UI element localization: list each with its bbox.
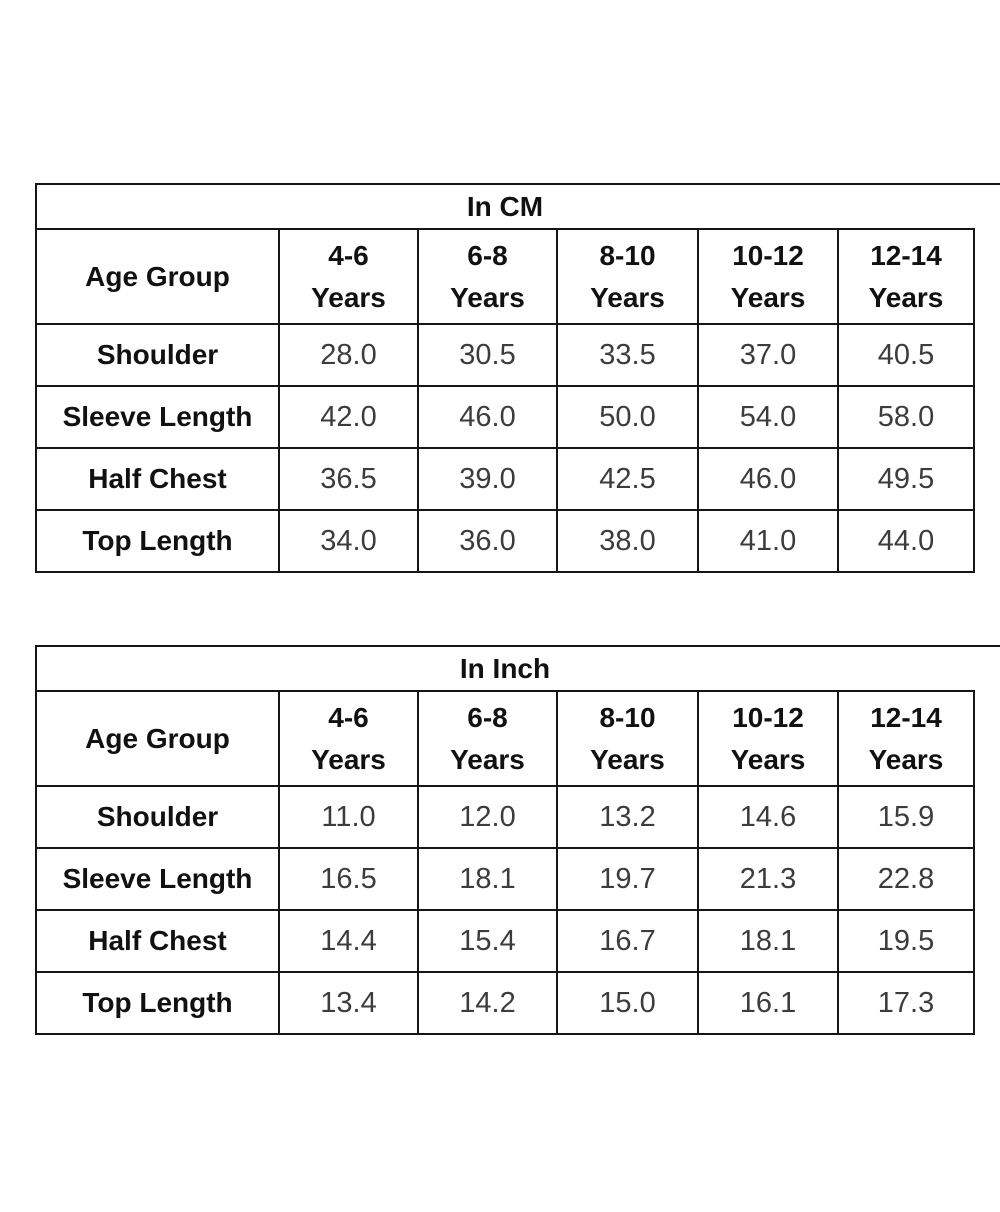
value-cell: 14.2 — [419, 973, 556, 1033]
value-cell: 13.2 — [558, 787, 697, 847]
corner-header-age-group: Age Group — [37, 230, 278, 323]
table-title-inch: In Inch — [459, 652, 551, 684]
column-header-unit: Years — [590, 743, 665, 775]
value-cell: 12.0 — [419, 787, 556, 847]
table-title-cell-cm: In CM — [37, 185, 973, 228]
table-title-cell-inch: In Inch — [37, 647, 973, 690]
table-top-border-extension — [35, 183, 1000, 185]
column-header-range: 4-6 — [328, 701, 369, 733]
value-cell: 41.0 — [699, 511, 837, 571]
column-header-4-6-years: 4-6 Years — [280, 692, 417, 785]
column-header-8-10-years: 8-10 Years — [558, 692, 697, 785]
value-cell: 36.5 — [280, 449, 417, 509]
value-cell: 22.8 — [839, 849, 973, 909]
value-cell: 13.4 — [280, 973, 417, 1033]
column-header-8-10-years: 8-10 Years — [558, 230, 697, 323]
value-cell: 21.3 — [699, 849, 837, 909]
value-cell: 36.0 — [419, 511, 556, 571]
row-label-half-chest: Half Chest — [37, 449, 278, 509]
table-title-cm: In CM — [466, 190, 544, 222]
column-header-unit: Years — [450, 281, 525, 313]
row-label-top-length: Top Length — [37, 511, 278, 571]
value-cell: 46.0 — [419, 387, 556, 447]
value-cell: 11.0 — [280, 787, 417, 847]
value-cell: 33.5 — [558, 325, 697, 385]
value-cell: 14.6 — [699, 787, 837, 847]
value-cell: 44.0 — [839, 511, 973, 571]
value-cell: 42.0 — [280, 387, 417, 447]
value-cell: 18.1 — [699, 911, 837, 971]
column-header-unit: Years — [868, 281, 944, 313]
size-table-inch: In Inch Age Group 4-6 Years 6-8 Years 8-… — [35, 645, 1000, 1035]
row-label-shoulder: Shoulder — [37, 325, 278, 385]
value-cell: 19.7 — [558, 849, 697, 909]
value-cell: 42.5 — [558, 449, 697, 509]
value-cell: 28.0 — [280, 325, 417, 385]
value-cell: 38.0 — [558, 511, 697, 571]
row-label-shoulder: Shoulder — [37, 787, 278, 847]
value-cell: 46.0 — [699, 449, 837, 509]
row-label-half-chest: Half Chest — [37, 911, 278, 971]
value-cell: 30.5 — [419, 325, 556, 385]
title-row-open-edge — [973, 185, 975, 228]
value-cell: 18.1 — [419, 849, 556, 909]
column-header-unit: Years — [868, 743, 944, 775]
column-header-10-12-years: 10-12 Years — [699, 230, 837, 323]
column-header-12-14-years: 12-14 Years — [839, 230, 973, 323]
title-row-open-edge — [973, 647, 975, 690]
value-cell: 17.3 — [839, 973, 973, 1033]
column-header-range: 12-14 — [870, 239, 942, 271]
value-cell: 49.5 — [839, 449, 973, 509]
column-header-6-8-years: 6-8 Years — [419, 692, 556, 785]
value-cell: 39.0 — [419, 449, 556, 509]
column-header-range: 4-6 — [328, 239, 369, 271]
column-header-unit: Years — [730, 743, 806, 775]
column-header-range: 10-12 — [732, 701, 804, 733]
column-header-unit: Years — [590, 281, 665, 313]
value-cell: 58.0 — [839, 387, 973, 447]
value-cell: 37.0 — [699, 325, 837, 385]
table-top-border-extension — [35, 645, 1000, 647]
column-header-range: 8-10 — [599, 239, 656, 271]
column-header-range: 6-8 — [467, 701, 508, 733]
column-header-range: 12-14 — [870, 701, 942, 733]
row-label-sleeve-length: Sleeve Length — [37, 387, 278, 447]
column-header-range: 10-12 — [732, 239, 804, 271]
column-header-unit: Years — [311, 743, 386, 775]
value-cell: 15.9 — [839, 787, 973, 847]
column-header-12-14-years: 12-14 Years — [839, 692, 973, 785]
column-header-unit: Years — [730, 281, 806, 313]
column-header-6-8-years: 6-8 Years — [419, 230, 556, 323]
value-cell: 40.5 — [839, 325, 973, 385]
value-cell: 19.5 — [839, 911, 973, 971]
row-label-sleeve-length: Sleeve Length — [37, 849, 278, 909]
column-header-10-12-years: 10-12 Years — [699, 692, 837, 785]
row-label-top-length: Top Length — [37, 973, 278, 1033]
column-header-unit: Years — [311, 281, 386, 313]
value-cell: 16.5 — [280, 849, 417, 909]
corner-header-age-group: Age Group — [37, 692, 278, 785]
value-cell: 34.0 — [280, 511, 417, 571]
column-header-4-6-years: 4-6 Years — [280, 230, 417, 323]
column-header-range: 6-8 — [467, 239, 508, 271]
value-cell: 16.1 — [699, 973, 837, 1033]
value-cell: 54.0 — [699, 387, 837, 447]
value-cell: 15.4 — [419, 911, 556, 971]
value-cell: 14.4 — [280, 911, 417, 971]
value-cell: 15.0 — [558, 973, 697, 1033]
column-header-range: 8-10 — [599, 701, 656, 733]
size-table-cm: In CM Age Group 4-6 Years 6-8 Years 8-10… — [35, 183, 1000, 573]
value-cell: 16.7 — [558, 911, 697, 971]
value-cell: 50.0 — [558, 387, 697, 447]
column-header-unit: Years — [450, 743, 525, 775]
